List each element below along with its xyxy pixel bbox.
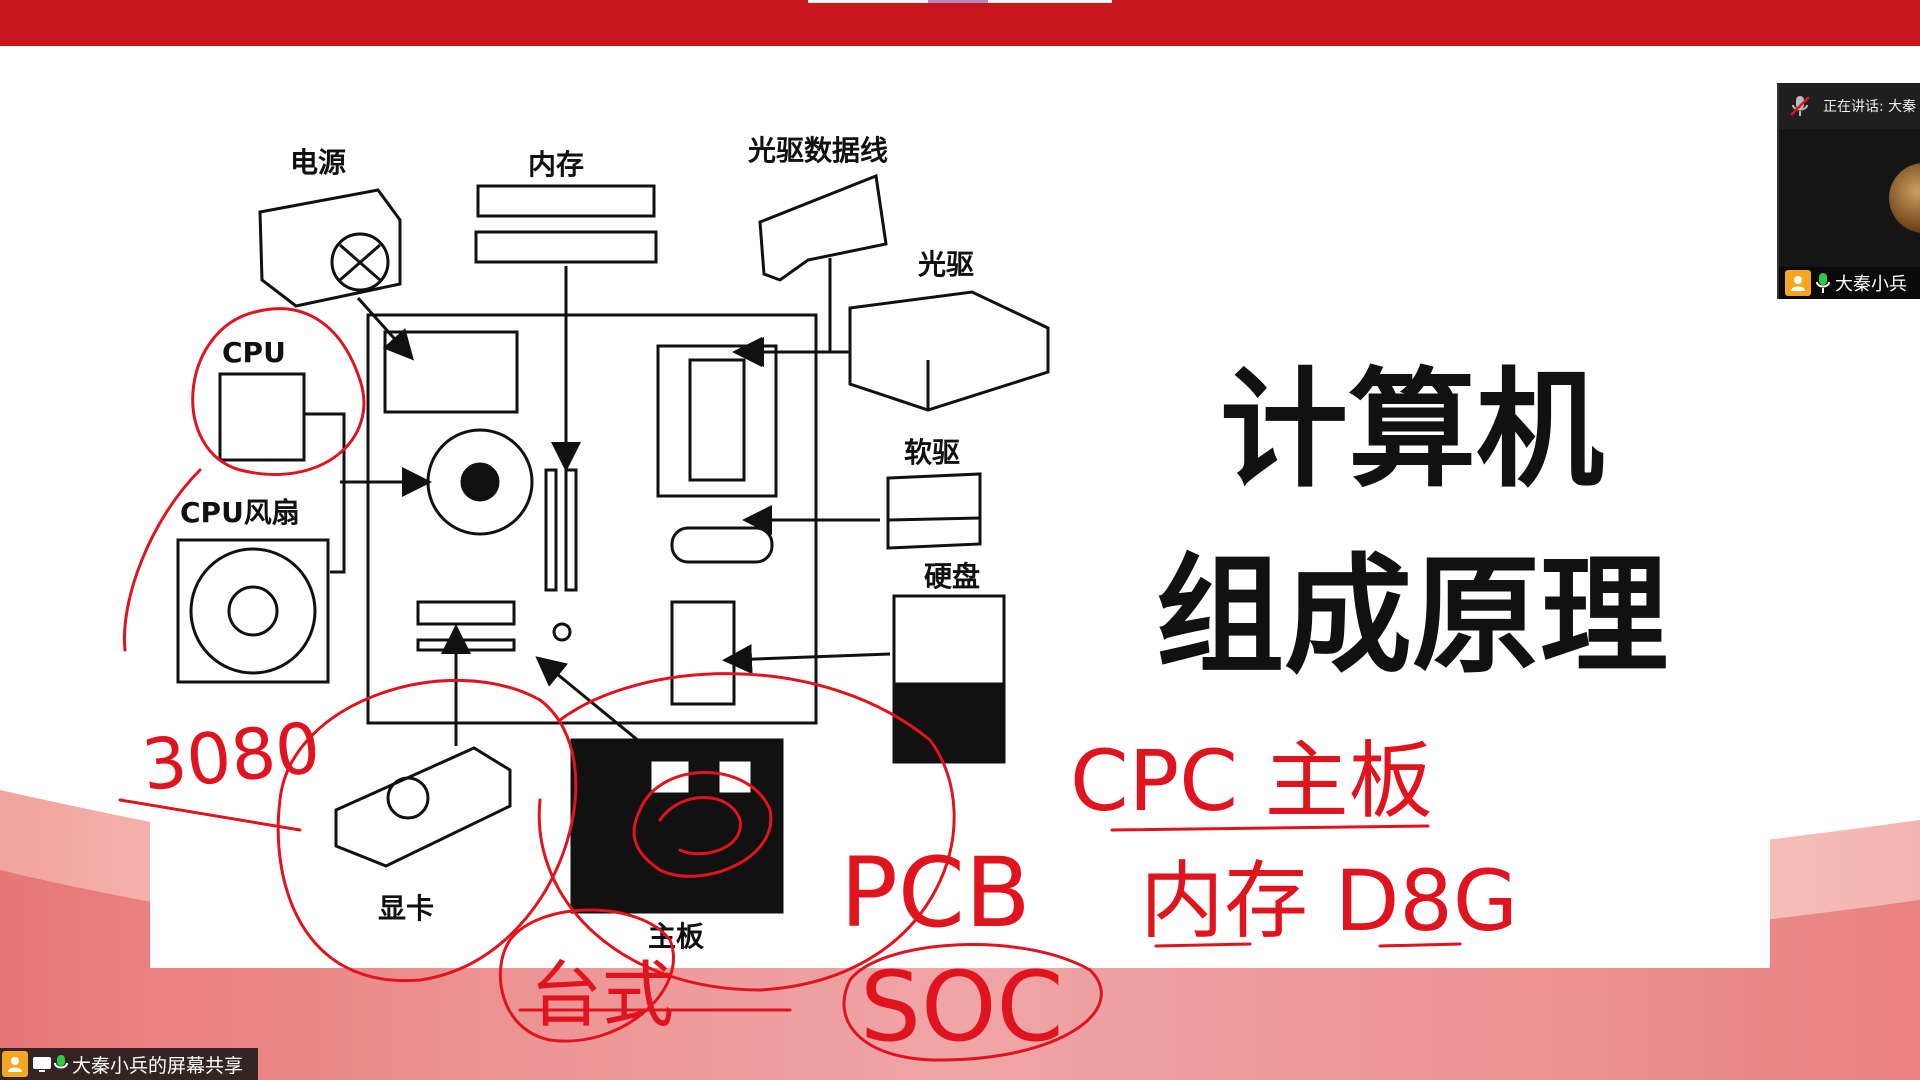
mic-icon [54, 1055, 68, 1069]
chipset [552, 622, 572, 642]
ink-stroke-left [122, 468, 202, 652]
screen-share-icon [33, 1057, 51, 1072]
label-memory: 内存 [528, 148, 584, 181]
memory-drawing [476, 184, 656, 218]
arrow-power [356, 296, 415, 361]
participant-name-bar: 大秦小兵 [1779, 267, 1920, 299]
cpu-drawing [218, 372, 306, 462]
label-hdd: 硬盘 [924, 560, 980, 593]
user-badge-icon [2, 1051, 28, 1077]
mic-muted-icon[interactable] [1787, 93, 1813, 119]
optical-drive-drawing [848, 290, 1050, 412]
participant-name: 大秦小兵 [1835, 274, 1907, 295]
computer-diagram [176, 173, 1050, 914]
floppy-drive-drawing [886, 472, 982, 550]
power-supply-drawing [258, 188, 402, 308]
psu-slot [383, 330, 519, 414]
optical-cable-drawing [758, 173, 888, 282]
ink-circle-chip-1 [632, 771, 773, 878]
cpu-socket-hub [460, 462, 500, 502]
label-power: 电源 [290, 146, 346, 179]
ink-text-gpu-model: 3080 [138, 707, 324, 807]
ink-circle-motherboard [537, 672, 956, 992]
label-cpu: CPU [222, 336, 286, 369]
participant-avatar [1889, 163, 1920, 233]
ink-circle-cpu [191, 307, 366, 476]
ink-circle-chip-2 [658, 796, 742, 856]
slide-title-line2: 组成原理 [1156, 542, 1668, 691]
ink-annotations [118, 307, 1462, 1062]
ink-text-pcb: PCB [840, 837, 1031, 949]
ink-circle-desktop [498, 908, 675, 1043]
ink-underline-2 [1154, 942, 1252, 948]
ink-gpu-line [118, 798, 302, 832]
gpu-drawing [334, 746, 512, 868]
ink-underline-1 [1110, 824, 1430, 832]
speaking-indicator-bar: 正在讲话: 大秦 [1779, 83, 1920, 129]
mic-icon [1816, 273, 1830, 293]
slide-swoosh-decoration-2 [0, 870, 1920, 1080]
slide-title-line1: 计算机 [1220, 356, 1604, 505]
ink-circle-gpu [276, 678, 578, 983]
screen-share-tab-highlight [928, 0, 988, 3]
label-gpu: 显卡 [378, 892, 434, 925]
label-motherboard: 主板 [648, 920, 704, 953]
ink-circle-soc [842, 943, 1103, 1062]
user-badge-icon [1785, 270, 1811, 296]
screen-share-label-bar: 大秦小兵的屏幕共享 [0, 1048, 258, 1080]
meeting-top-bar [0, 0, 1920, 46]
participant-video-panel[interactable]: 正在讲话: 大秦 大秦小兵 [1777, 83, 1920, 299]
drive-bay-inner [688, 358, 746, 482]
ink-underline-3 [1378, 942, 1462, 948]
arrow-hdd [722, 644, 891, 675]
drive-bay [656, 344, 778, 498]
ink-text-cpu-board: CPC 主板 [1070, 732, 1433, 830]
screen-share-label: 大秦小兵的屏幕共享 [72, 1054, 244, 1077]
floppy-bay [670, 526, 774, 564]
label-optical-cable: 光驱数据线 [747, 134, 888, 167]
ink-text-soc: SOC [860, 951, 1064, 1063]
label-optical-drive: 光驱 [917, 248, 974, 281]
slide-panel [150, 110, 1770, 968]
label-cpu-fan: CPU风扇 [180, 496, 300, 529]
cpu-fan-drawing [176, 538, 330, 684]
ink-text-desktop: 台式 [530, 953, 674, 1037]
speaking-label: 正在讲话: 大秦 [1823, 99, 1917, 115]
cpu-connector [304, 412, 346, 574]
ink-text-memory-note: 内存 D8G [1140, 852, 1518, 950]
label-floppy: 软驱 [904, 436, 960, 469]
